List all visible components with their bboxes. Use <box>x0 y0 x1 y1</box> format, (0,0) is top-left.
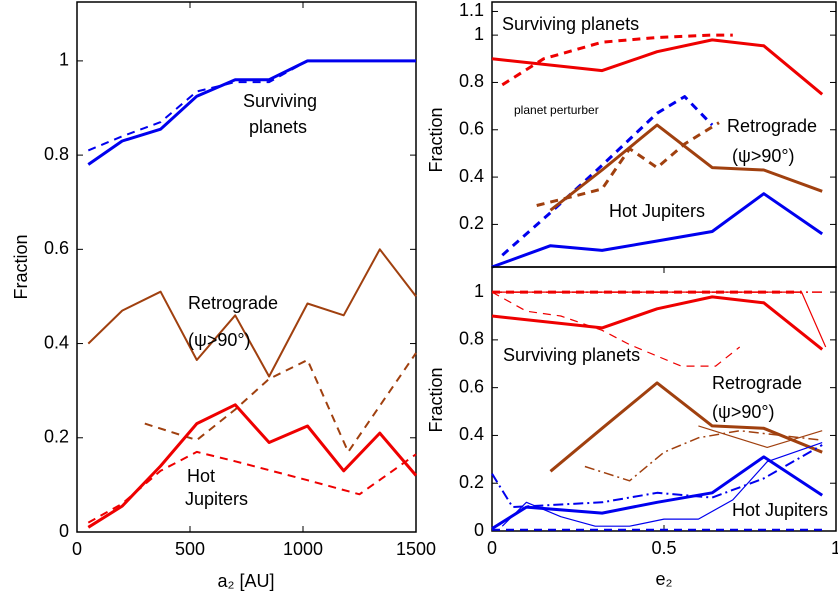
annotation: Retrograde <box>188 293 278 313</box>
series-line <box>501 442 823 527</box>
y-tick-label: 0 <box>474 520 484 540</box>
series-line <box>87 248 417 378</box>
annotation: Jupiters <box>185 489 248 509</box>
y-tick-label: 1 <box>474 24 484 44</box>
y-axis-label: Fraction <box>11 234 31 299</box>
y-tick-label: 1.1 <box>459 0 484 20</box>
y-tick-label: 0.8 <box>459 71 484 91</box>
x-tick-label: 500 <box>175 539 205 559</box>
annotation: Hot <box>187 466 215 486</box>
y-tick-label: 1 <box>59 50 69 70</box>
annotation: planet perturber <box>514 103 599 117</box>
y-tick-label: 0.8 <box>44 144 69 164</box>
series-line <box>584 429 823 482</box>
axes-box <box>76 1 417 533</box>
y-tick-label: 0.4 <box>44 332 69 352</box>
annotation: (ψ>90°) <box>712 402 775 422</box>
x-tick-label: 0.5 <box>651 538 676 558</box>
y-tick-label: 1 <box>474 281 484 301</box>
annotation: Surviving <box>243 91 317 111</box>
series-line <box>549 381 823 473</box>
y-tick-label: 0.2 <box>459 213 484 233</box>
x-tick-label: 1500 <box>396 539 436 559</box>
x-tick-label: 0 <box>72 539 82 559</box>
x-axis-label: a₂ [AU] <box>217 571 274 591</box>
series-line <box>536 121 720 207</box>
y-tick-label: 0.2 <box>44 427 69 447</box>
series-line <box>698 425 823 448</box>
y-tick-label: 0.4 <box>459 166 484 186</box>
annotation: Retrograde <box>712 373 802 393</box>
series-line <box>491 444 823 509</box>
y-tick-label: 0.6 <box>459 119 484 139</box>
annotation: planets <box>249 117 307 137</box>
series-line <box>492 291 827 348</box>
annotation: (ψ>90°) <box>732 146 795 166</box>
y-tick-label: 0.4 <box>459 424 484 444</box>
series-line <box>491 192 824 269</box>
x-axis-label: e₂ <box>656 569 673 589</box>
series-line <box>549 123 823 212</box>
series-line <box>491 38 824 96</box>
x-tick-label: 1000 <box>283 539 323 559</box>
series-line <box>491 291 741 367</box>
series-line <box>87 450 417 524</box>
annotation: Surviving planets <box>503 345 640 365</box>
series-line <box>87 403 418 529</box>
annotation: Retrograde <box>727 116 817 136</box>
x-tick-label: 1 <box>831 538 838 558</box>
annotation: Hot Jupiters <box>732 500 828 520</box>
y-tick-label: 0.2 <box>459 472 484 492</box>
y-axis-label: Fraction <box>426 367 446 432</box>
y-tick-label: 0.6 <box>44 238 69 258</box>
series-line <box>491 295 824 351</box>
series-line <box>87 59 416 166</box>
annotation: Hot Jupiters <box>609 201 705 221</box>
y-axis-label: Fraction <box>426 107 446 172</box>
annotation: (ψ>90°) <box>188 330 251 350</box>
series-line <box>501 95 714 257</box>
y-tick-label: 0 <box>59 521 69 541</box>
series-line <box>87 59 416 152</box>
series-line <box>491 455 824 530</box>
x-tick-label: 0 <box>487 538 497 558</box>
annotation: Surviving planets <box>502 14 639 34</box>
y-tick-label: 0.8 <box>459 329 484 349</box>
y-tick-label: 0.6 <box>459 376 484 396</box>
